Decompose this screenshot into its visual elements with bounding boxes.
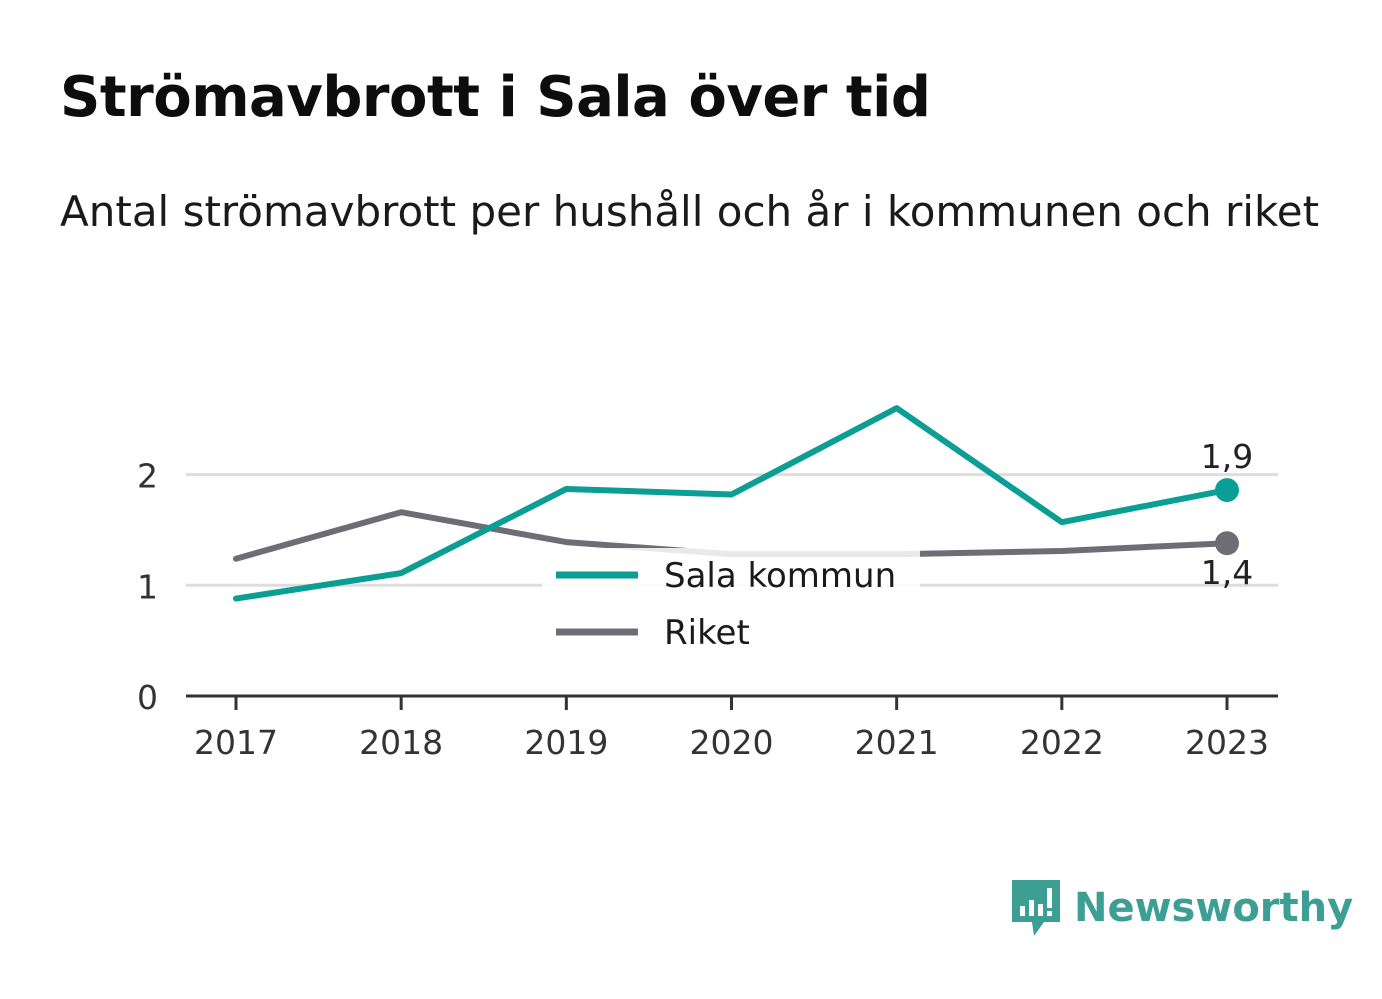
newsworthy-logo-icon	[1012, 880, 1060, 936]
series-line-sala-kommun	[233, 405, 1230, 602]
end-value-label: 1,4	[1201, 553, 1253, 592]
x-tick-label: 2018	[359, 723, 443, 762]
x-tick-label: 2022	[1020, 723, 1104, 762]
legend-label: Riket	[664, 613, 750, 653]
x-tick-label: 2019	[524, 723, 608, 762]
chart-subtitle: Antal strömavbrott per hushåll och år i …	[60, 187, 1320, 236]
x-tick-label: 2021	[855, 723, 939, 762]
end-value-label: 1,9	[1201, 437, 1253, 476]
brand-name: Newsworthy	[1074, 885, 1354, 931]
y-tick-label: 2	[137, 457, 158, 496]
legend-label: Sala kommun	[664, 556, 896, 596]
legend-background	[542, 548, 920, 592]
x-tick-label: 2017	[194, 723, 278, 762]
end-point-marker	[1215, 531, 1239, 556]
chart-title: Strömavbrott i Sala över tid	[60, 65, 931, 130]
y-tick-label: 1	[137, 567, 158, 606]
newsworthy-logo: Newsworthy	[1010, 878, 1353, 938]
y-tick-label: 0	[137, 678, 158, 717]
end-point-marker	[1215, 478, 1239, 503]
x-tick-label: 2020	[690, 723, 774, 762]
x-tick-label: 2023	[1185, 723, 1269, 762]
